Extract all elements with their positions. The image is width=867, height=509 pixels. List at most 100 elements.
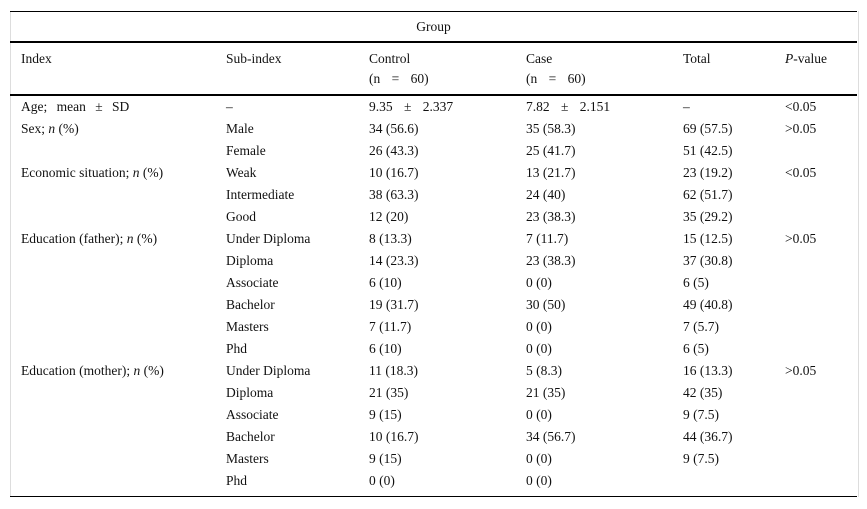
- cell-sub: Under Diploma: [226, 363, 311, 378]
- cell-case: 24 (40): [526, 187, 566, 202]
- cell-sub: Intermediate: [226, 187, 295, 202]
- cell-sub: Under Diploma: [226, 231, 311, 246]
- index-prefix: Economic situation;: [21, 165, 133, 180]
- cell-case: 5 (8.3): [526, 363, 562, 378]
- index-italic: n: [48, 121, 56, 136]
- cell-total: 62 (51.7): [683, 187, 733, 202]
- cell-case: 30 (50): [526, 297, 566, 312]
- cell-total: 35 (29.2): [683, 209, 733, 224]
- cell-case: 7.82 ± 2.151: [526, 99, 611, 114]
- cell-total: 15 (12.5): [683, 231, 733, 246]
- cell-control: 10 (16.7): [369, 429, 419, 444]
- cell-case: 0 (0): [526, 319, 552, 334]
- cell-case: 23 (38.3): [526, 209, 576, 224]
- cell-case: 7 (11.7): [526, 231, 569, 246]
- cell-control: 26 (43.3): [369, 143, 419, 158]
- cell-index: Economic situation; n (%): [21, 165, 163, 181]
- cell-total: 6 (5): [683, 341, 709, 356]
- cell-case: 13 (21.7): [526, 165, 576, 180]
- bottom-rule: [10, 496, 857, 497]
- index-italic: n: [133, 363, 141, 378]
- index-italic: n: [126, 231, 134, 246]
- cell-control: 14 (23.3): [369, 253, 419, 268]
- cell-control: 6 (10): [369, 341, 402, 356]
- index-italic: n: [132, 165, 140, 180]
- p-italic: P: [785, 51, 794, 66]
- cell-total: –: [683, 99, 690, 114]
- cell-sub: Good: [226, 209, 256, 224]
- cell-total: 49 (40.8): [683, 297, 733, 312]
- cell-sub: Phd: [226, 473, 248, 488]
- table-frame: [10, 11, 859, 497]
- cell-control: 6 (10): [369, 275, 402, 290]
- cell-case: 0 (0): [526, 275, 552, 290]
- cell-case: 0 (0): [526, 407, 552, 422]
- cell-case: 34 (56.7): [526, 429, 576, 444]
- cell-control: 9 (15): [369, 451, 402, 466]
- cell-control: 0 (0): [369, 473, 395, 488]
- cell-case: 0 (0): [526, 473, 552, 488]
- cell-case: 21 (35): [526, 385, 566, 400]
- cell-sub: Diploma: [226, 253, 274, 268]
- index-suffix: (%): [139, 165, 164, 180]
- cell-total: 6 (5): [683, 275, 709, 290]
- col-sub-index: Sub-index: [226, 51, 282, 66]
- cell-control: 19 (31.7): [369, 297, 419, 312]
- cell-sub: Bachelor: [226, 429, 275, 444]
- cell-p: <0.05: [785, 99, 817, 114]
- col-index: Index: [21, 51, 52, 66]
- cell-p: <0.05: [785, 165, 817, 180]
- index-prefix: Education (mother);: [21, 363, 134, 378]
- cell-sub: Weak: [226, 165, 257, 180]
- cell-control: 9 (15): [369, 407, 402, 422]
- cell-control: 7 (11.7): [369, 319, 412, 334]
- index-prefix: Sex;: [21, 121, 49, 136]
- cell-sub: Masters: [226, 319, 269, 334]
- cell-control: 11 (18.3): [369, 363, 418, 378]
- cell-sub: Associate: [226, 407, 279, 422]
- cell-sub: Masters: [226, 451, 269, 466]
- cell-total: 16 (13.3): [683, 363, 733, 378]
- col-p-value: P-value: [785, 51, 827, 67]
- header-rule: [10, 94, 857, 96]
- top-rule: [10, 11, 857, 12]
- cell-control: 9.35 ± 2.337: [369, 99, 454, 114]
- cell-index: Education (father); n (%): [21, 231, 157, 247]
- cell-total: 7 (5.7): [683, 319, 719, 334]
- cell-case: 23 (38.3): [526, 253, 576, 268]
- col-control: Control: [369, 51, 411, 66]
- col-control-n: (n = 60): [369, 71, 429, 86]
- cell-total: 44 (36.7): [683, 429, 733, 444]
- cell-case: 0 (0): [526, 451, 552, 466]
- cell-case: 25 (41.7): [526, 143, 576, 158]
- cell-sub: Phd: [226, 341, 248, 356]
- cell-index: Education (mother); n (%): [21, 363, 164, 379]
- index-suffix: (%): [140, 363, 164, 378]
- cell-sub: Diploma: [226, 385, 274, 400]
- col-total: Total: [683, 51, 711, 66]
- cell-control: 10 (16.7): [369, 165, 419, 180]
- cell-total: 42 (35): [683, 385, 723, 400]
- cell-total: 69 (57.5): [683, 121, 733, 136]
- cell-p: >0.05: [785, 363, 817, 378]
- p-rest: -value: [793, 51, 827, 66]
- cell-index: Age; mean ± SD: [21, 99, 129, 115]
- cell-total: 51 (42.5): [683, 143, 733, 158]
- cell-total: 37 (30.8): [683, 253, 733, 268]
- col-case-n: (n = 60): [526, 71, 586, 86]
- cell-p: >0.05: [785, 121, 817, 136]
- index-prefix: Age; mean ± SD: [21, 99, 130, 114]
- cell-case: 35 (58.3): [526, 121, 576, 136]
- cell-control: 21 (35): [369, 385, 409, 400]
- cell-case: 0 (0): [526, 341, 552, 356]
- group-header: Group: [416, 19, 451, 34]
- cell-index: Sex; n (%): [21, 121, 79, 137]
- cell-control: 12 (20): [369, 209, 409, 224]
- cell-sub: Associate: [226, 275, 279, 290]
- index-suffix: (%): [133, 231, 158, 246]
- cell-control: 38 (63.3): [369, 187, 419, 202]
- cell-sub: Male: [226, 121, 254, 136]
- col-case: Case: [526, 51, 553, 66]
- cell-sub: Bachelor: [226, 297, 275, 312]
- cell-total: 9 (7.5): [683, 407, 719, 422]
